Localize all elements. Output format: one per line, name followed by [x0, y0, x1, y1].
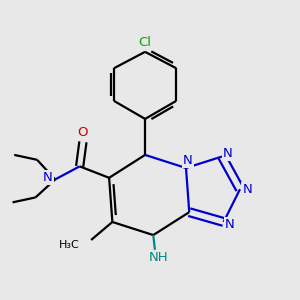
Text: N: N	[225, 218, 234, 231]
Text: N: N	[43, 171, 53, 184]
Text: N: N	[223, 147, 233, 161]
Text: O: O	[78, 126, 88, 139]
Text: Cl: Cl	[139, 35, 152, 49]
Text: N: N	[183, 154, 193, 167]
Text: H₃C: H₃C	[59, 240, 80, 250]
Text: N: N	[242, 183, 252, 196]
Text: NH: NH	[148, 251, 168, 265]
